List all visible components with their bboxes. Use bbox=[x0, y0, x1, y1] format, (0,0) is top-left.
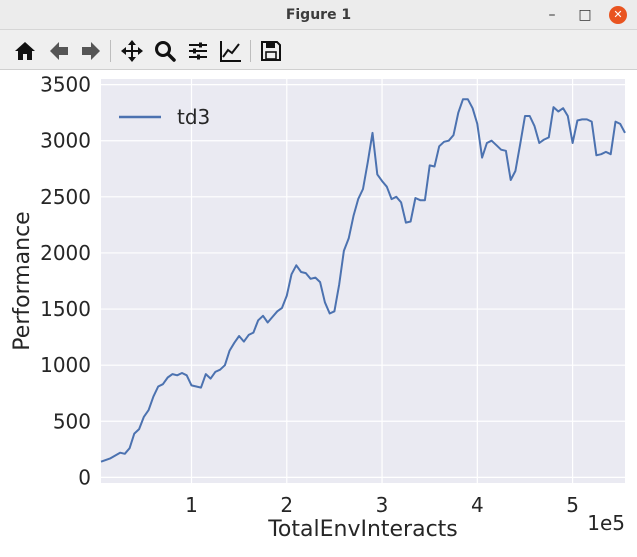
y-tick-label: 1000 bbox=[40, 353, 91, 377]
maximize-button[interactable]: □ bbox=[578, 7, 592, 23]
y-tick-label: 0 bbox=[78, 465, 91, 489]
window-titlebar: Figure 1 – □ ✕ bbox=[0, 0, 637, 30]
legend-label: td3 bbox=[177, 105, 210, 129]
zoom-button[interactable] bbox=[152, 38, 178, 64]
grid-lines bbox=[101, 79, 625, 483]
line-chart: 1 2 3 4 5 0 500 1000 1500 2000 2500 3000 3500 TotalE… bbox=[10, 73, 626, 542]
configure-subplots-button[interactable] bbox=[185, 38, 211, 64]
x-tick-label: 2 bbox=[280, 493, 293, 517]
navigation-toolbar bbox=[0, 30, 637, 70]
y-tick-label: 2500 bbox=[40, 185, 91, 209]
window-title: Figure 1 bbox=[285, 7, 352, 23]
back-button[interactable] bbox=[46, 38, 72, 64]
forward-button[interactable] bbox=[78, 38, 104, 64]
close-button[interactable]: ✕ bbox=[609, 6, 627, 24]
x-tick-label: 3 bbox=[376, 493, 389, 517]
home-icon bbox=[15, 42, 35, 60]
plot-background bbox=[101, 79, 625, 483]
legend: td3 bbox=[119, 105, 210, 129]
pan-button[interactable] bbox=[119, 38, 145, 64]
edit-axis-button[interactable] bbox=[218, 38, 244, 64]
forward-icon bbox=[82, 42, 100, 60]
x-axis-label: TotalEnvInteracts bbox=[267, 517, 458, 542]
back-icon bbox=[50, 42, 68, 60]
toolbar-separator bbox=[250, 40, 251, 62]
toolbar-separator bbox=[110, 40, 111, 62]
x-axis-offset-text: 1e5 bbox=[587, 511, 625, 535]
save-button[interactable] bbox=[258, 38, 284, 64]
y-tick-label: 2000 bbox=[40, 241, 91, 265]
pan-icon bbox=[121, 40, 143, 62]
y-tick-label: 1500 bbox=[40, 297, 91, 321]
configure-subplots-icon bbox=[189, 42, 207, 60]
minimize-button[interactable]: – bbox=[548, 7, 556, 23]
y-tick-label: 3000 bbox=[40, 129, 91, 153]
save-icon bbox=[261, 41, 281, 61]
y-tick-label: 3500 bbox=[40, 73, 91, 97]
home-button[interactable] bbox=[12, 38, 38, 64]
x-tick-label: 5 bbox=[566, 493, 579, 517]
zoom-icon bbox=[155, 41, 176, 62]
edit-axis-icon bbox=[220, 41, 241, 62]
y-tick-label: 500 bbox=[53, 409, 91, 433]
series-line-td3 bbox=[100, 98, 626, 463]
x-tick-label: 4 bbox=[471, 493, 484, 517]
y-axis-label: Performance bbox=[10, 211, 35, 350]
tick-labels: 1 2 3 4 5 0 500 1000 1500 2000 2500 3000 3500 bbox=[40, 73, 579, 517]
x-tick-label: 1 bbox=[185, 493, 198, 517]
figure-canvas[interactable]: 1 2 3 4 5 0 500 1000 1500 2000 2500 3000 3500 TotalE… bbox=[0, 70, 637, 553]
series-group bbox=[100, 98, 626, 463]
